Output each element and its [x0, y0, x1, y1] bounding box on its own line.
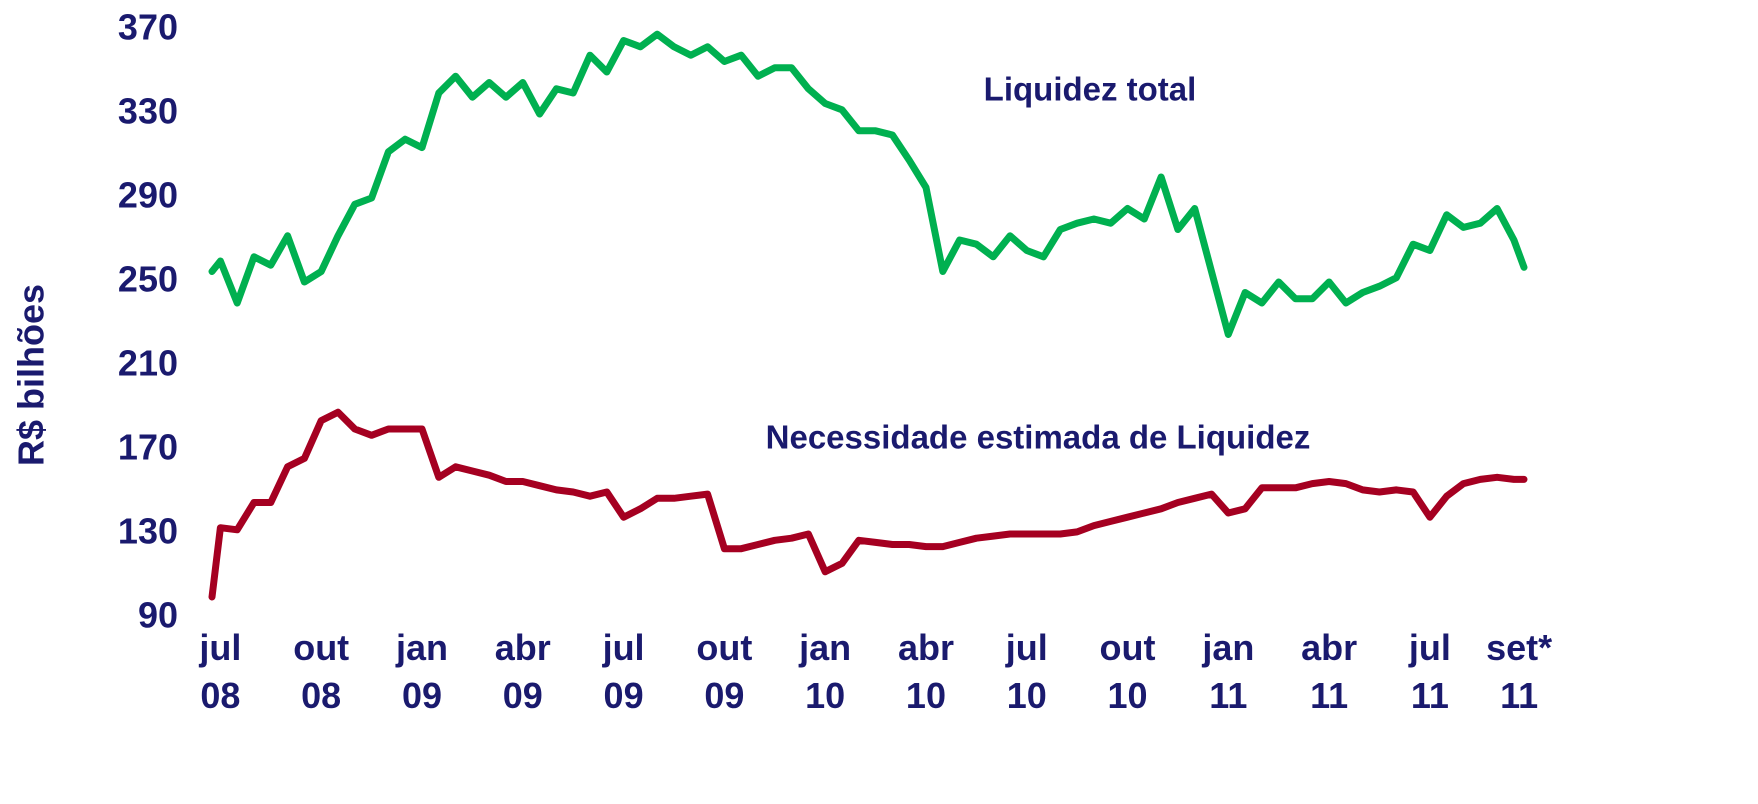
y-tick-label: 130 [118, 511, 178, 552]
series-line [208, 408, 1528, 601]
y-tick-label: 90 [138, 595, 178, 636]
x-tick-label: jul 10 [1005, 627, 1048, 716]
x-tick-label: jul 11 [1408, 627, 1451, 716]
x-tick-label: jan 10 [798, 627, 851, 716]
series-label: Necessidade estimada de Liquidez [766, 419, 1311, 456]
y-axis-label: R$ bilhões [11, 284, 52, 466]
x-tick-label: jan 11 [1201, 627, 1254, 716]
y-tick-label: 330 [118, 91, 178, 132]
x-tick-label: out 08 [293, 627, 349, 716]
y-tick-label: 370 [118, 7, 178, 48]
x-tick-label: out 10 [1100, 627, 1156, 716]
x-tick-label: abr 10 [898, 627, 954, 716]
x-tick-label: abr 11 [1301, 627, 1357, 716]
x-tick-label: abr 09 [495, 627, 551, 716]
y-tick-label: 210 [118, 343, 178, 384]
x-tick-label: set* 11 [1486, 627, 1552, 716]
x-tick-label: jul 09 [602, 627, 645, 716]
y-tick-label: 170 [118, 427, 178, 468]
y-tick-label: 290 [118, 175, 178, 216]
series-label: Liquidez total [984, 71, 1197, 108]
x-tick-label: jan 09 [395, 627, 448, 716]
series-line [208, 30, 1528, 338]
x-tick-label: jul 08 [198, 627, 241, 716]
x-tick-label: out 09 [696, 627, 752, 716]
y-tick-label: 250 [118, 259, 178, 300]
